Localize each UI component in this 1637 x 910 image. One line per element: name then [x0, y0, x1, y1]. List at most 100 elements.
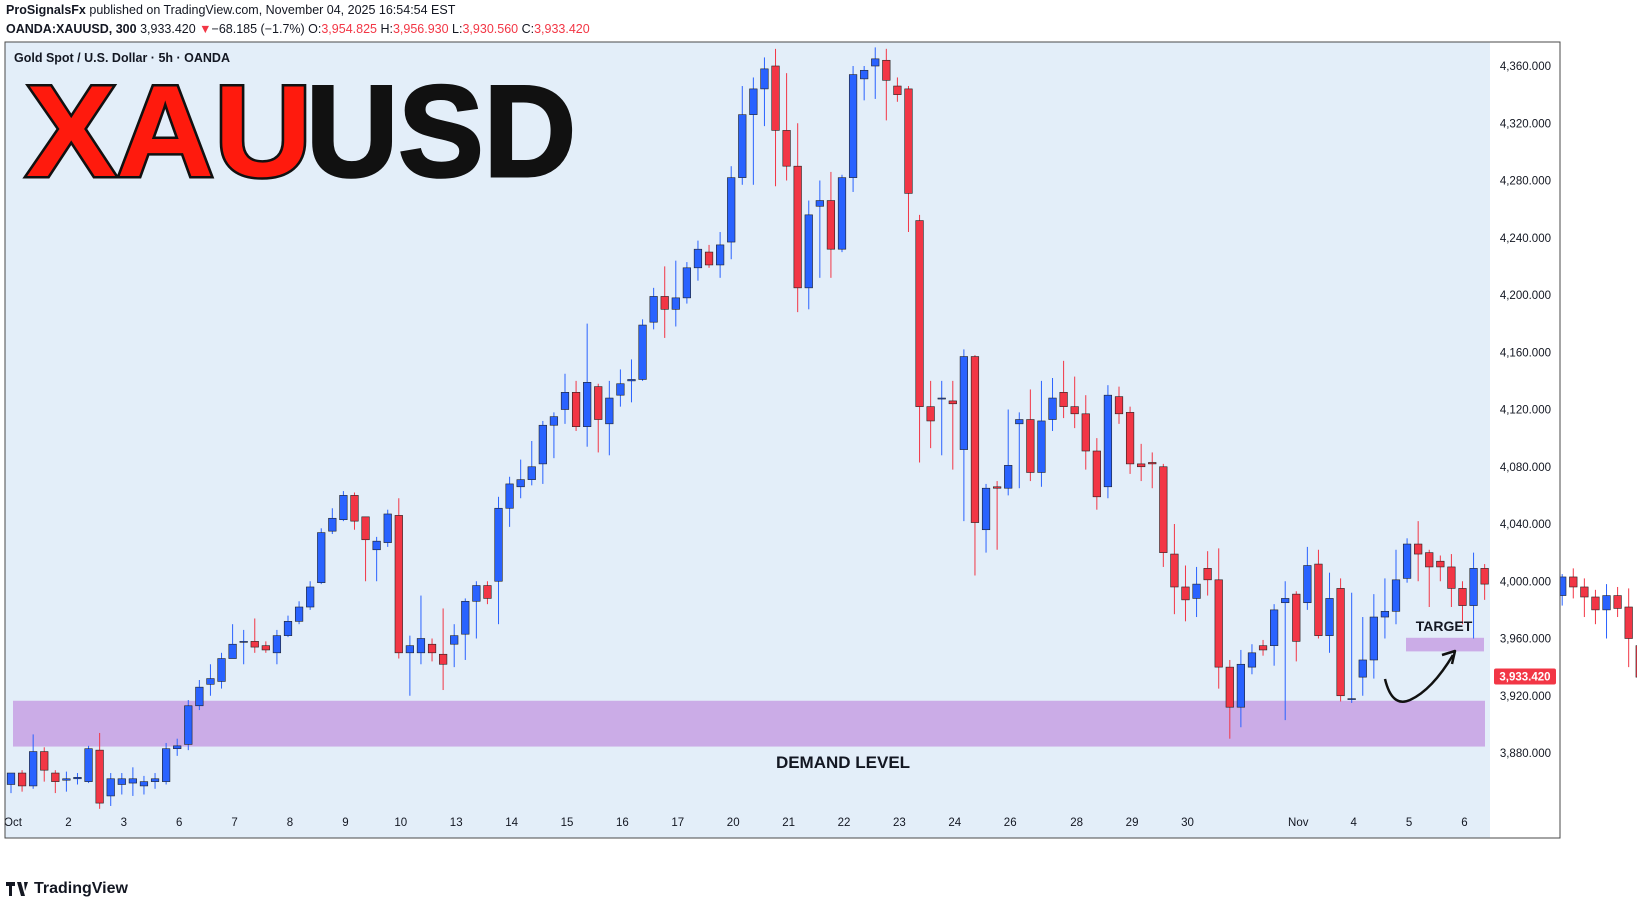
candle-body	[95, 749, 104, 804]
x-tick-label: 13	[450, 817, 463, 829]
candle-body	[1148, 462, 1157, 465]
candle-body	[571, 392, 581, 427]
candle-body	[1181, 586, 1190, 601]
candle-body	[1070, 406, 1079, 415]
candle-body	[727, 177, 736, 243]
candle-body	[439, 653, 448, 665]
candle-body	[660, 296, 669, 310]
last-price: 3,933.420	[140, 22, 196, 36]
candle-body	[150, 778, 160, 782]
candle-body	[1380, 611, 1390, 618]
candle-body	[627, 379, 636, 382]
close-label: C:	[521, 22, 535, 36]
x-tick-label: 17	[671, 817, 684, 829]
target-label: TARGET	[1416, 618, 1473, 634]
candle-body	[261, 645, 270, 651]
candle-body	[239, 641, 248, 643]
x-tick-label: 21	[782, 817, 795, 829]
candle-body	[173, 745, 182, 750]
candle-body	[250, 641, 259, 648]
candle-body	[926, 406, 935, 422]
x-tick-label: 23	[893, 817, 906, 829]
published-text: published on TradingView.com, November 0…	[89, 3, 456, 17]
x-tick-label: 5	[1406, 817, 1412, 829]
candle-body	[1059, 392, 1068, 407]
candle-body	[372, 540, 381, 551]
candle-body	[516, 479, 525, 488]
candle-body	[771, 65, 780, 131]
candle-body	[1624, 606, 1633, 639]
y-axis-area	[1490, 42, 1560, 838]
candle-body	[6, 772, 16, 785]
candle-body	[583, 382, 592, 427]
candle-body	[1325, 598, 1334, 636]
candle-body	[394, 515, 403, 654]
candle-body	[361, 516, 370, 541]
x-tick-label: Oct	[4, 817, 23, 829]
y-tick-label: 3,920.000	[1500, 691, 1551, 703]
candle-body	[782, 130, 791, 167]
candle-body	[1081, 413, 1090, 452]
candle-body	[793, 165, 802, 289]
candle-body	[904, 88, 913, 194]
x-tick-label: 4	[1350, 817, 1357, 829]
author-name[interactable]: ProSignalsFx	[6, 3, 86, 17]
candle-body	[217, 658, 226, 682]
y-tick-label: 4,280.000	[1500, 176, 1551, 188]
series-label: Gold Spot / U.S. Dollar · 5h · OANDA	[14, 51, 230, 65]
candle-body	[184, 705, 193, 745]
y-tick-label: 4,040.000	[1500, 519, 1551, 531]
high-value: 3,956.930	[392, 22, 449, 36]
candle-body	[1026, 419, 1035, 473]
candle-body	[272, 635, 282, 654]
candle-body	[871, 58, 880, 67]
candle-body	[1137, 463, 1146, 468]
candle-body	[1159, 466, 1168, 553]
tradingview-logo[interactable]: TradingView	[6, 880, 128, 898]
x-tick-label: 20	[727, 817, 740, 829]
candle-body	[1258, 645, 1268, 651]
demand-level-label: DEMAND LEVEL	[776, 753, 910, 772]
x-tick-label: 8	[287, 817, 293, 829]
demand-zone	[13, 700, 1485, 747]
x-tick-label: 24	[948, 817, 961, 829]
candle-body	[29, 751, 38, 787]
candle-body	[948, 400, 957, 405]
candle-body	[1247, 652, 1257, 668]
candle-body	[738, 114, 747, 178]
x-tick-label: 6	[176, 817, 182, 829]
y-tick-label: 4,360.000	[1500, 61, 1551, 73]
candle-body	[1314, 563, 1323, 636]
y-tick-label: 4,120.000	[1500, 405, 1551, 417]
candle-body	[959, 356, 968, 450]
candle-body	[40, 751, 49, 771]
candle-body	[1203, 568, 1212, 581]
symbol-label[interactable]: OANDA:XAUUSD, 300	[6, 22, 137, 36]
candle-body	[682, 267, 691, 299]
candle-body	[1391, 579, 1401, 612]
y-tick-label: 4,240.000	[1500, 233, 1551, 245]
candle-body	[716, 244, 725, 266]
candle-body	[1214, 579, 1223, 668]
low-label: L:	[452, 22, 463, 36]
symbol-info: OANDA:XAUUSD, 300 3,933.420 ▼−68.185 (−1…	[6, 22, 590, 36]
candle-body	[882, 59, 891, 81]
x-tick-label: 29	[1126, 817, 1139, 829]
candle-body	[416, 638, 426, 654]
candle-body	[117, 778, 126, 785]
publish-info: ProSignalsFx published on TradingView.co…	[6, 3, 455, 17]
price-change: −68.185 (−1.7%)	[211, 22, 305, 36]
y-tick-label: 4,080.000	[1500, 462, 1551, 474]
candle-body	[1580, 586, 1589, 598]
y-tick-label: 4,000.000	[1500, 576, 1551, 588]
candle-body	[1336, 588, 1345, 697]
candle-body	[1358, 659, 1367, 678]
candle-body	[17, 772, 27, 787]
candle-body	[73, 777, 82, 780]
close-value: 3,933.420	[534, 22, 590, 36]
open-value: 3,954.825	[321, 22, 377, 36]
candle-body	[427, 643, 437, 654]
low-value: 3,930.560	[462, 22, 519, 36]
candle-body	[860, 69, 869, 80]
